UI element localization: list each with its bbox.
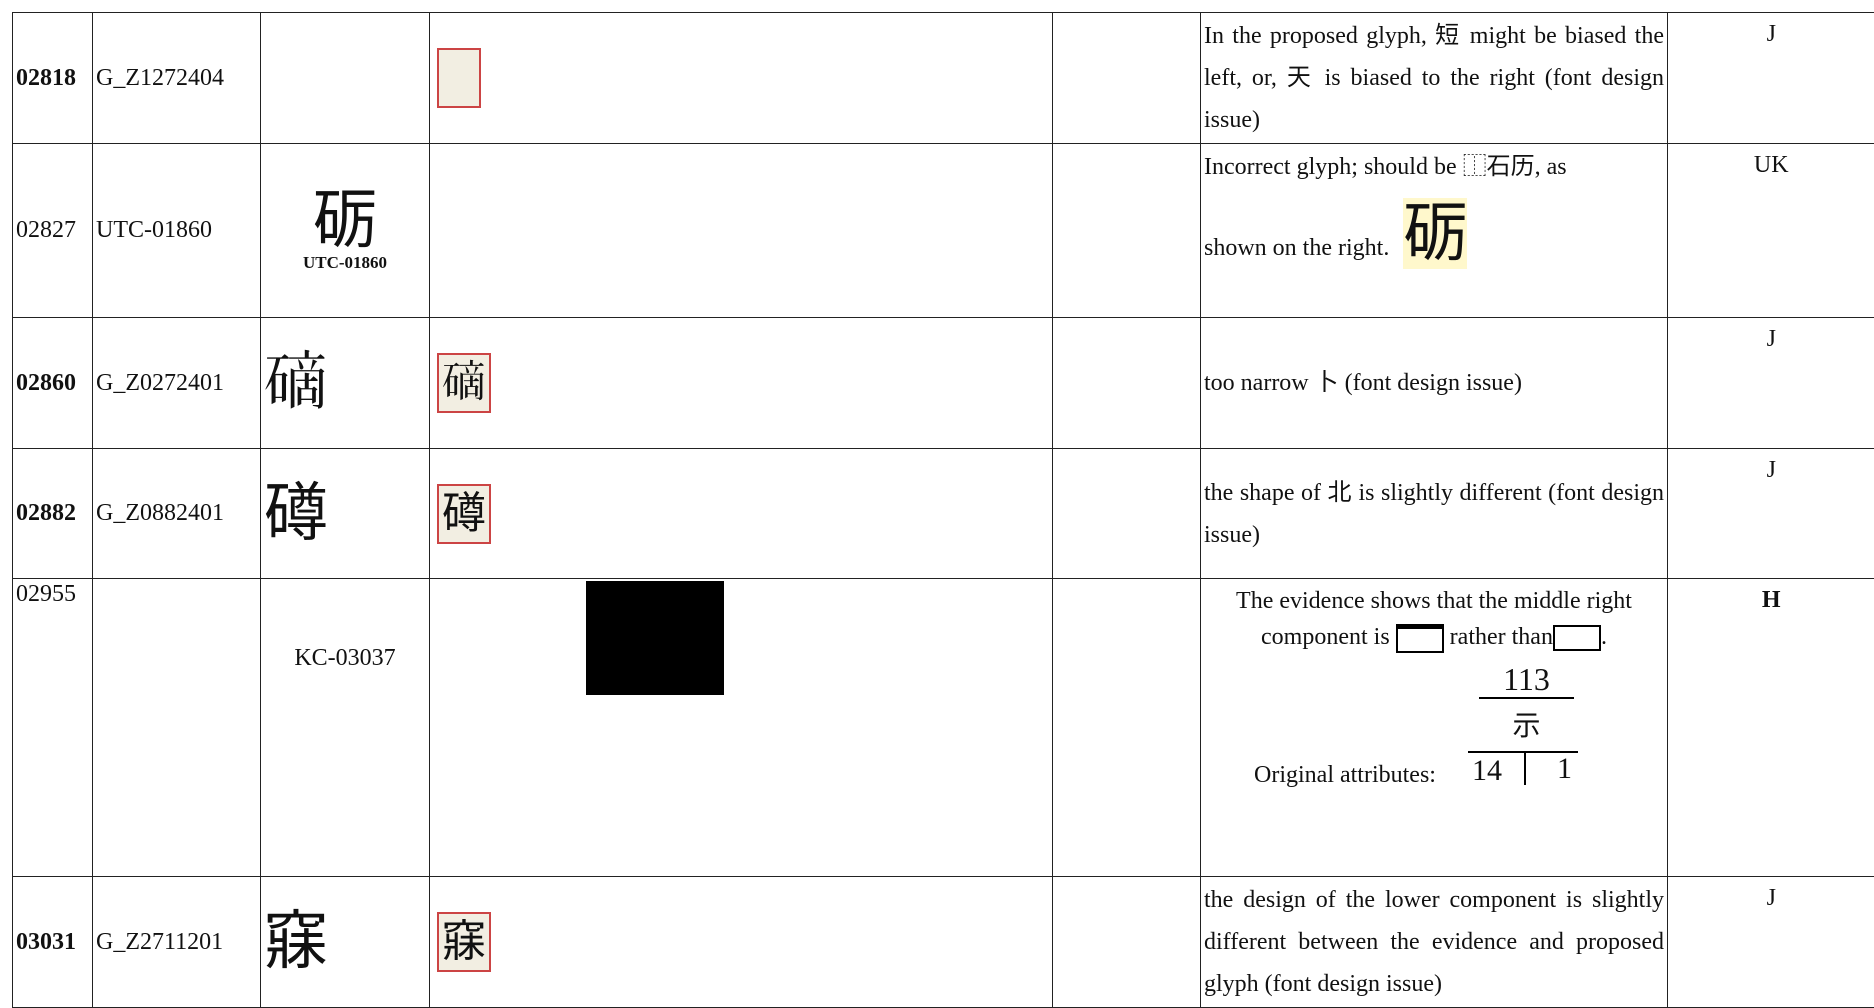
comment-text: . (1601, 624, 1607, 650)
submitter: J (1668, 13, 1874, 144)
glyph: 𥖁 (264, 478, 328, 549)
comment: the design of the lower component is sli… (1201, 877, 1668, 1008)
serial-number: 02818 (13, 13, 93, 144)
radical-char: 示 (1479, 709, 1574, 745)
comment-text: rather (1450, 624, 1506, 650)
glyph: 𥜭 (320, 579, 370, 649)
comment-text: too narrow 卜 (font design issue) (1204, 370, 1522, 396)
submitter: J (1668, 318, 1874, 449)
comment-text: the design of the lower component is sli… (1204, 887, 1664, 997)
serial-number: 03031 (13, 877, 93, 1008)
glyph-caption: KC-03037 (264, 645, 426, 672)
comment-text: shown on the right.砺 (1204, 202, 1664, 269)
evidence-cell: 𥖁 (430, 449, 1053, 579)
comment-text: The evidence shows that the middle right… (1204, 583, 1664, 655)
component-image (1553, 625, 1601, 651)
source-ref: G_Z0882401 (93, 449, 261, 579)
source-ref: G_Z0272401 (93, 318, 261, 449)
glyph: 𥓘 (264, 42, 314, 113)
submitter: J (1668, 449, 1874, 579)
glyph-cell: 𥖁 (261, 449, 430, 579)
first-stroke: 1 (1524, 751, 1572, 785)
comment: the shape of 北 is slightly different (fo… (1201, 449, 1668, 579)
empty-cell (1053, 877, 1201, 1008)
evidence-image: 𥓘 (437, 48, 481, 108)
glyph-cell: 𥕐 (261, 318, 430, 449)
comment-text: than (1512, 624, 1553, 650)
glyph-caption: UTC-01860 (264, 253, 426, 273)
serial-number: 02955 (13, 579, 93, 877)
component-image (1396, 624, 1444, 653)
empty-cell (1053, 144, 1201, 318)
evidence-cell: 𥓘 (430, 13, 1053, 144)
comment-text: In the proposed glyph, 短 might be biased… (1204, 23, 1664, 133)
evidence-cell: 𥜭 (430, 579, 1053, 877)
evidence-cell: 𥧌 (430, 877, 1053, 1008)
evidence-image: 𥧌 (437, 912, 491, 972)
evidence-image: 𥖁 (437, 484, 491, 544)
source-ref: G_Z2711201 (93, 877, 261, 1008)
glyph: 砺 (313, 185, 377, 256)
source-ref: G_Z1272404 (93, 13, 261, 144)
glyph-cell: 𥓘 (261, 13, 430, 144)
evidence-image: 𥕐 (437, 353, 491, 413)
submitter: UK (1668, 144, 1874, 318)
submitter: J (1668, 877, 1874, 1008)
glyph: 𥕐 (264, 347, 328, 418)
serial-number: 02882 (13, 449, 93, 579)
radical: 113 (1479, 661, 1574, 699)
evidence-cell (430, 144, 1053, 318)
comment: The evidence shows that the middle right… (1201, 579, 1668, 877)
comment-text: the shape of 北 is slightly different (fo… (1204, 480, 1664, 548)
attributes-label: Original attributes: (1254, 757, 1436, 793)
comment-text: Incorrect glyph; should be ⿰石历, as (1204, 146, 1664, 188)
submitter: H (1668, 579, 1874, 877)
comment: In the proposed glyph, 短 might be biased… (1201, 13, 1668, 144)
source-ref: UTC-01860 (93, 144, 261, 318)
empty-cell (1053, 318, 1201, 449)
comment: Incorrect glyph; should be ⿰石历, as shown … (1201, 144, 1668, 318)
glyph-cell: 𥧌 (261, 877, 430, 1008)
empty-cell (1053, 579, 1201, 877)
comment-text: shown on the right. (1204, 235, 1389, 261)
empty-cell (1053, 13, 1201, 144)
evidence-image: 𥜭 (586, 581, 724, 695)
serial-number: 02827 (13, 144, 93, 318)
empty-cell (1053, 449, 1201, 579)
source-ref (93, 579, 261, 877)
comment: too narrow 卜 (font design issue) (1201, 318, 1668, 449)
serial-number: 02860 (13, 318, 93, 449)
evidence-cell: 𥕐 (430, 318, 1053, 449)
glyph: 𥧌 (264, 906, 328, 977)
reference-glyph: 砺 (1403, 198, 1467, 269)
